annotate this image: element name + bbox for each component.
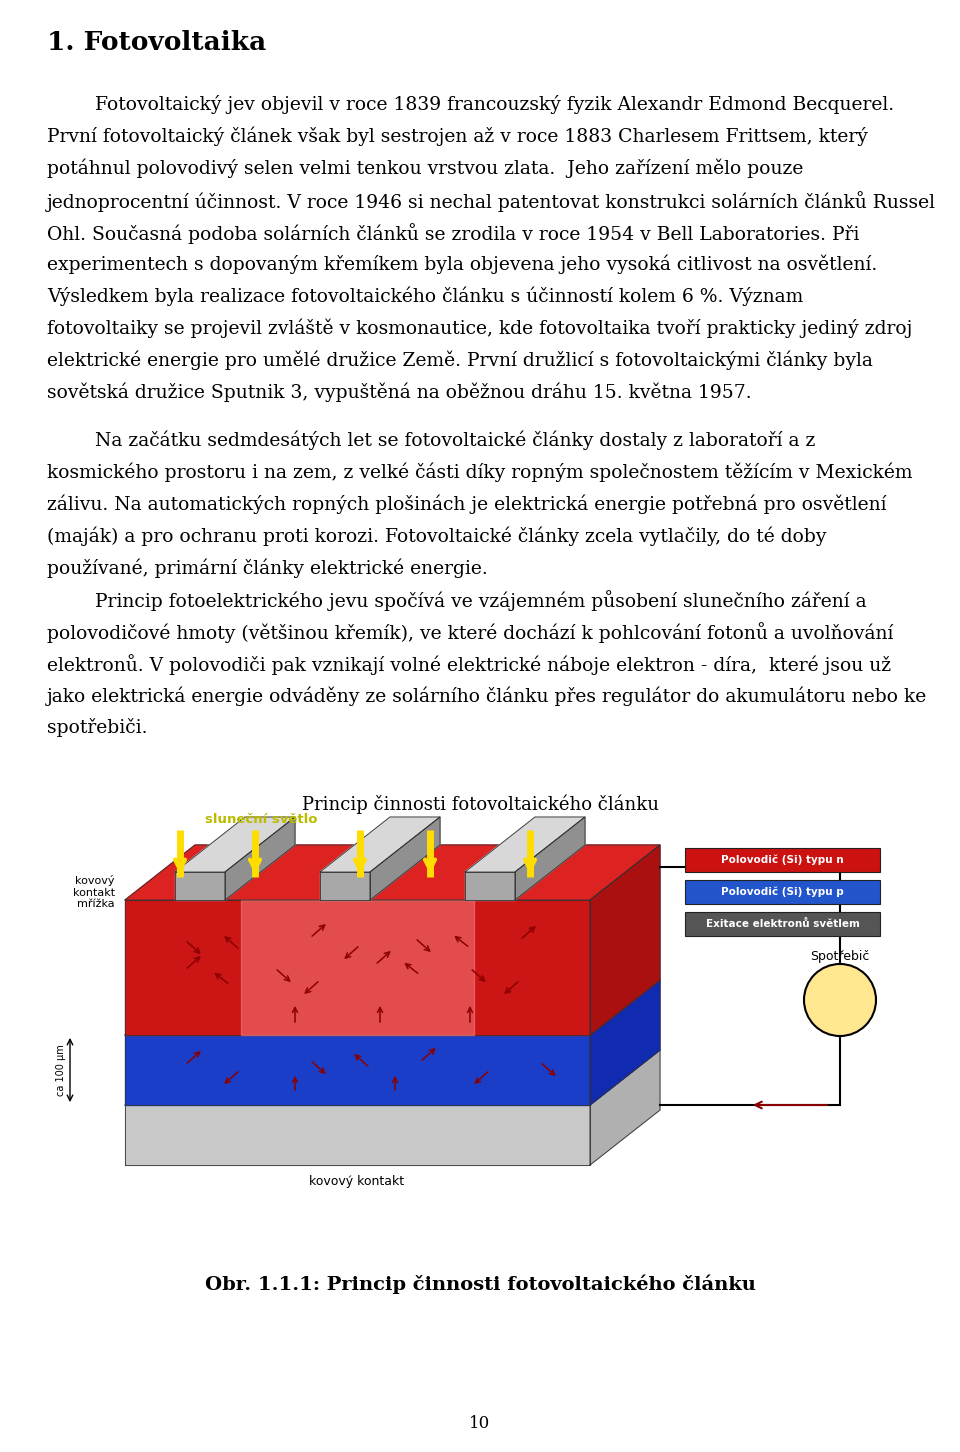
Text: kovový
kontakt
mřížka: kovový kontakt mřížka xyxy=(73,876,115,909)
Text: První fotovoltaický článek však byl sestrojen až v roce 1883 Charlesem Frittsem,: První fotovoltaický článek však byl sest… xyxy=(47,126,868,147)
Polygon shape xyxy=(125,845,660,900)
Text: Princip činnosti fotovoltaického článku: Princip činnosti fotovoltaického článku xyxy=(301,796,659,815)
Polygon shape xyxy=(590,980,660,1105)
Polygon shape xyxy=(175,873,225,900)
Text: zálivu. Na automatických ropných plošinách je elektrická energie potřebná pro os: zálivu. Na automatických ropných plošiná… xyxy=(47,494,886,514)
Text: jednoprocentní účinnost. V roce 1946 si nechal patentovat konstrukci solárních č: jednoprocentní účinnost. V roce 1946 si … xyxy=(47,192,936,212)
Text: kovový kontakt: kovový kontakt xyxy=(309,1175,404,1188)
Text: Polovodič (Si) typu n: Polovodič (Si) typu n xyxy=(721,855,844,865)
Text: Polovodič (Si) typu p: Polovodič (Si) typu p xyxy=(721,887,844,897)
Polygon shape xyxy=(370,817,440,900)
Text: Výsledkem byla realizace fotovoltaického článku s účinností kolem 6 %. Význam: Výsledkem byla realizace fotovoltaického… xyxy=(47,287,804,306)
Text: Obr. 1.1.1: Princip činnosti fotovoltaického článku: Obr. 1.1.1: Princip činnosti fotovoltaic… xyxy=(204,1275,756,1295)
Polygon shape xyxy=(320,817,440,873)
Polygon shape xyxy=(241,900,473,1035)
Text: spotřebiči.: spotřebiči. xyxy=(47,717,148,738)
Text: experimentech s dopovaným křemíkem byla objevena jeho vysoká citlivost na osvětl: experimentech s dopovaným křemíkem byla … xyxy=(47,256,877,274)
Text: elektrické energie pro umělé družice Země. První družlicí s fotovoltaickými člán: elektrické energie pro umělé družice Zem… xyxy=(47,351,873,370)
Text: fotovoltaiky se projevil zvláště v kosmonautice, kde fotovoltaika tvoří praktick: fotovoltaiky se projevil zvláště v kosmo… xyxy=(47,319,912,338)
Text: používané, primární články elektrické energie.: používané, primární články elektrické en… xyxy=(47,558,488,578)
Text: sluneční světlo: sluneční světlo xyxy=(205,813,318,826)
Polygon shape xyxy=(125,1105,590,1165)
Text: 10: 10 xyxy=(469,1416,491,1432)
Polygon shape xyxy=(515,817,585,900)
Text: Ohl. Současná podoba solárních článků se zrodila v roce 1954 v Bell Laboratories: Ohl. Současná podoba solárních článků se… xyxy=(47,224,859,244)
Polygon shape xyxy=(465,817,585,873)
Text: kosmického prostoru i na zem, z velké části díky ropným společnostem těžícím v M: kosmického prostoru i na zem, z velké čá… xyxy=(47,462,913,482)
Polygon shape xyxy=(590,1050,660,1165)
Text: potáhnul polovodivý selen velmi tenkou vrstvou zlata.  Jeho zařízení mělo pouze: potáhnul polovodivý selen velmi tenkou v… xyxy=(47,160,804,179)
Text: 1. Fotovoltaika: 1. Fotovoltaika xyxy=(47,30,266,55)
Text: Princip fotoelektrického jevu spočívá ve vzájemném působení slunečního záření a: Princip fotoelektrického jevu spočívá ve… xyxy=(47,590,867,611)
Polygon shape xyxy=(125,900,590,1035)
Text: elektronů. V polovodiči pak vznikají volné elektrické náboje elektron - díra,  k: elektronů. V polovodiči pak vznikají vol… xyxy=(47,653,891,675)
Polygon shape xyxy=(125,1050,660,1105)
Text: ca 100 µm: ca 100 µm xyxy=(56,1044,66,1096)
Polygon shape xyxy=(465,873,515,900)
Text: polovodičové hmoty (většinou křemík), ve které dochází k pohlcování fotonů a uvo: polovodičové hmoty (většinou křemík), ve… xyxy=(47,621,894,643)
Text: sovětská družice Sputnik 3, vypuštěná na oběžnou dráhu 15. května 1957.: sovětská družice Sputnik 3, vypuštěná na… xyxy=(47,383,752,402)
Text: Spotřebič: Spotřebič xyxy=(810,950,870,963)
Polygon shape xyxy=(175,817,295,873)
FancyBboxPatch shape xyxy=(685,848,880,873)
Text: Na začátku sedmdesátých let se fotovoltaické články dostaly z laboratoří a z: Na začátku sedmdesátých let se fotovolta… xyxy=(47,430,815,450)
Circle shape xyxy=(804,964,876,1035)
Text: Exitace elektronů světlem: Exitace elektronů světlem xyxy=(706,919,859,929)
Polygon shape xyxy=(225,817,295,900)
Text: jako elektrická energie odváděny ze solárního článku přes regulátor do akumuláto: jako elektrická energie odváděny ze solá… xyxy=(47,685,927,706)
Polygon shape xyxy=(125,980,660,1035)
Polygon shape xyxy=(320,873,370,900)
Polygon shape xyxy=(590,845,660,1035)
Text: (maják) a pro ochranu proti korozi. Fotovoltaické články zcela vytlačily, do té : (maják) a pro ochranu proti korozi. Foto… xyxy=(47,526,827,546)
FancyBboxPatch shape xyxy=(685,880,880,905)
Text: Fotovoltaický jev objevil v roce 1839 francouzský fyzik Alexandr Edmond Becquere: Fotovoltaický jev objevil v roce 1839 fr… xyxy=(47,94,894,115)
FancyBboxPatch shape xyxy=(685,912,880,937)
Polygon shape xyxy=(125,1035,590,1105)
